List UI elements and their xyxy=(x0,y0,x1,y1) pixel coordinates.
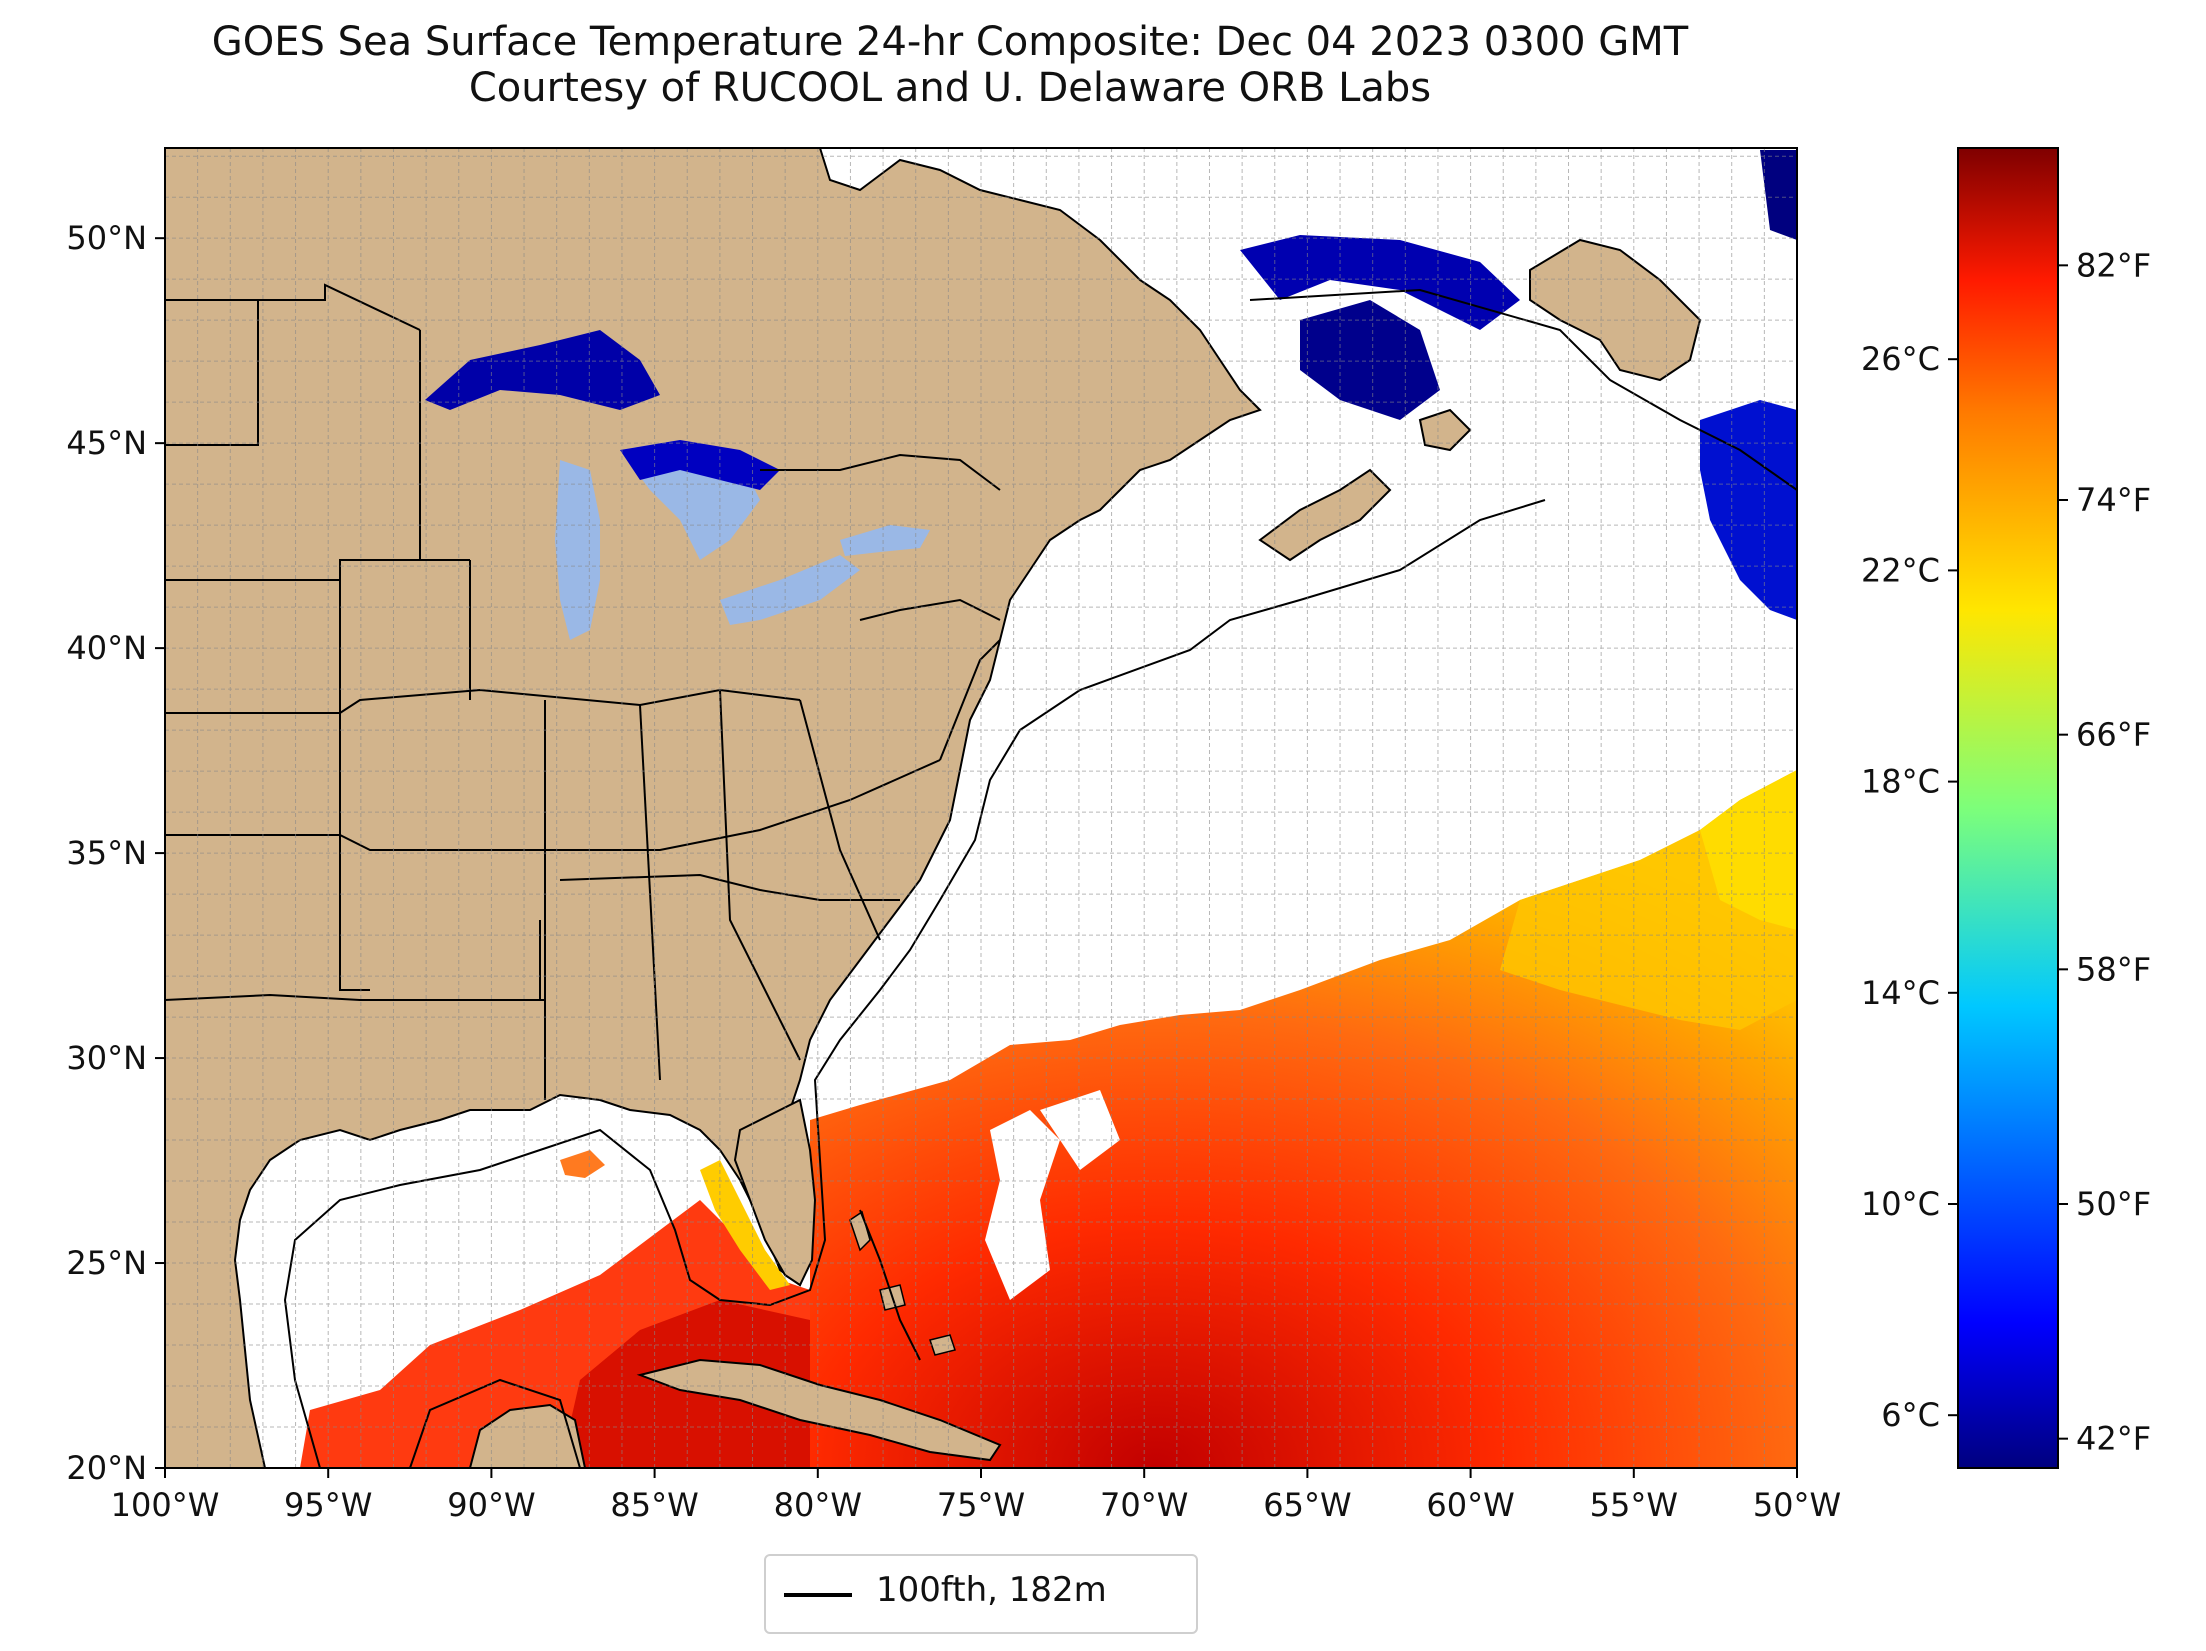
colorbar-celsius-axis: 6°C 10°C 14°C 18°C 22°C 26°C xyxy=(1861,340,1958,1434)
fahrenheit-tick-label: 82°F xyxy=(2076,246,2151,284)
fahrenheit-tick-label: 58°F xyxy=(2076,950,2151,988)
celsius-tick-label: 6°C xyxy=(1881,1396,1940,1434)
sst-gulf-blob xyxy=(560,1150,605,1178)
isobath-100fth xyxy=(283,288,1797,1468)
sst-cold-region xyxy=(1760,150,1797,240)
land-north-america xyxy=(165,148,1262,1468)
x-tick-label: 85°W xyxy=(610,1486,698,1524)
isobath-legend-label: 100fth, 182m xyxy=(876,1570,1107,1610)
celsius-tick-label: 22°C xyxy=(1861,551,1940,589)
sst-florida-yellow xyxy=(700,1160,790,1290)
fahrenheit-tick-label: 42°F xyxy=(2076,1420,2151,1458)
celsius-tick-label: 10°C xyxy=(1861,1185,1940,1223)
x-tick-label: 80°W xyxy=(774,1486,862,1524)
lat-lon-grid xyxy=(165,148,1797,1468)
land-newfoundland xyxy=(1529,238,1702,382)
land-florida xyxy=(733,1098,817,1287)
x-tick-label: 75°W xyxy=(937,1486,1025,1524)
celsius-tick-label: 26°C xyxy=(1861,340,1940,378)
x-tick-label: 65°W xyxy=(1263,1486,1351,1524)
sst-cold-region xyxy=(1700,400,1797,620)
y-axis: 20°N 25°N 30°N 35°N 40°N 45°N 50°N xyxy=(66,219,165,1487)
chart-subtitle: Courtesy of RUCOOL and U. Delaware ORB L… xyxy=(468,65,1432,111)
colorbar xyxy=(1957,147,2059,1469)
sst-gap xyxy=(1040,1090,1120,1170)
colorbar-fahrenheit-axis: 42°F 50°F 58°F 66°F 74°F 82°F xyxy=(2058,246,2151,1458)
x-axis: 100°W 95°W 90°W 85°W 80°W 75°W 70°W 65°W 60°W 55°… xyxy=(111,1468,1841,1524)
lake-michigan xyxy=(555,460,600,640)
land-cape-breton xyxy=(1418,408,1472,452)
chart-title: GOES Sea Surface Temperature 24-hr Compo… xyxy=(211,19,1689,65)
x-tick-label: 95°W xyxy=(284,1486,372,1524)
celsius-tick-label: 14°C xyxy=(1861,974,1940,1012)
fahrenheit-tick-label: 74°F xyxy=(2076,481,2151,519)
isobath-legend-line xyxy=(784,1593,852,1597)
x-tick-label: 70°W xyxy=(1100,1486,1188,1524)
y-tick-label: 20°N xyxy=(66,1449,147,1487)
fahrenheit-tick-label: 66°F xyxy=(2076,716,2151,754)
sst-cold-region xyxy=(1240,235,1520,330)
x-tick-label: 100°W xyxy=(111,1486,220,1524)
land-bahamas xyxy=(849,1210,956,1356)
land-nova-scotia xyxy=(1258,468,1392,562)
y-tick-label: 45°N xyxy=(66,424,147,462)
x-tick-label: 55°W xyxy=(1590,1486,1678,1524)
sst-north-yellow xyxy=(1700,770,1797,930)
y-tick-label: 25°N xyxy=(66,1244,147,1282)
map-legend: 100fth, 182m xyxy=(764,1554,1198,1634)
lake-superior xyxy=(425,330,660,410)
celsius-tick-label: 18°C xyxy=(1861,763,1940,801)
lake-ontario xyxy=(840,525,930,556)
y-tick-label: 30°N xyxy=(66,1039,147,1077)
y-tick-label: 40°N xyxy=(66,629,147,667)
land-cuba xyxy=(636,1358,1002,1462)
y-tick-label: 35°N xyxy=(66,834,147,872)
x-tick-label: 90°W xyxy=(447,1486,535,1524)
x-tick-label: 50°W xyxy=(1753,1486,1841,1524)
fahrenheit-tick-label: 50°F xyxy=(2076,1185,2151,1223)
sst-gap xyxy=(985,1110,1060,1300)
lake-huron-cold xyxy=(620,440,780,490)
x-tick-label: 60°W xyxy=(1426,1486,1514,1524)
y-tick-label: 50°N xyxy=(66,219,147,257)
